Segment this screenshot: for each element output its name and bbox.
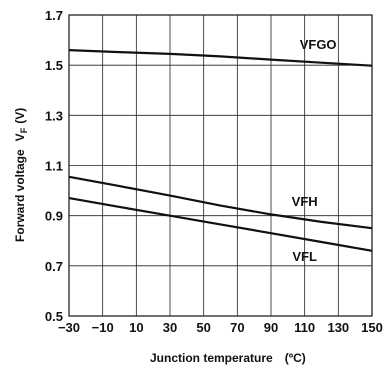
y-axis-title: Forward voltage VF (V) bbox=[13, 108, 29, 242]
x-axis-ticks: −30 −10 10 30 50 70 90 110 130 150 bbox=[58, 320, 383, 335]
series-line-vfl bbox=[68, 197, 373, 252]
x-axis-title: Junction temperature (ºC) bbox=[150, 351, 306, 365]
gridlines bbox=[69, 15, 372, 316]
x-tick-label: 110 bbox=[294, 320, 315, 335]
series-label-vfgo: VFGO bbox=[300, 37, 337, 52]
y-tick-label: 0.5 bbox=[45, 309, 63, 324]
y-tick-label: 0.7 bbox=[45, 259, 63, 274]
x-tick-label: 50 bbox=[196, 320, 210, 335]
x-tick-label: 70 bbox=[230, 320, 244, 335]
x-tick-label: 90 bbox=[264, 320, 278, 335]
y-axis-ticks: 0.5 0.7 0.9 1.1 1.3 1.5 1.7 bbox=[45, 8, 63, 324]
x-tick-label: 10 bbox=[129, 320, 143, 335]
y-tick-label: 1.7 bbox=[45, 8, 63, 23]
x-tick-label: 130 bbox=[327, 320, 349, 335]
x-axis-unit: (ºC) bbox=[285, 351, 306, 365]
series-line-vfh bbox=[68, 175, 373, 230]
x-tick-label: −30 bbox=[58, 320, 80, 335]
y-axis-unit: (V) bbox=[13, 108, 27, 124]
x-tick-label: 30 bbox=[163, 320, 177, 335]
x-tick-label: −10 bbox=[92, 320, 114, 335]
y-axis-symbol: V bbox=[13, 133, 27, 141]
series-line-vfgo bbox=[68, 49, 373, 67]
y-axis-subscript: F bbox=[19, 127, 29, 133]
y-axis-label: Forward voltage bbox=[13, 149, 27, 242]
plot-area: VFGO VFH VFL bbox=[68, 14, 373, 317]
y-tick-label: 0.9 bbox=[45, 209, 63, 224]
y-tick-label: 1.1 bbox=[45, 159, 63, 174]
x-axis-label: Junction temperature bbox=[150, 351, 273, 365]
x-tick-label: 150 bbox=[361, 320, 383, 335]
y-tick-label: 1.5 bbox=[45, 58, 63, 73]
series-labels: VFGO VFH VFL bbox=[292, 37, 337, 264]
series-label-vfh: VFH bbox=[292, 194, 318, 209]
y-tick-label: 1.3 bbox=[45, 108, 63, 123]
series-lines bbox=[68, 49, 373, 252]
series-label-vfl: VFL bbox=[292, 249, 317, 264]
